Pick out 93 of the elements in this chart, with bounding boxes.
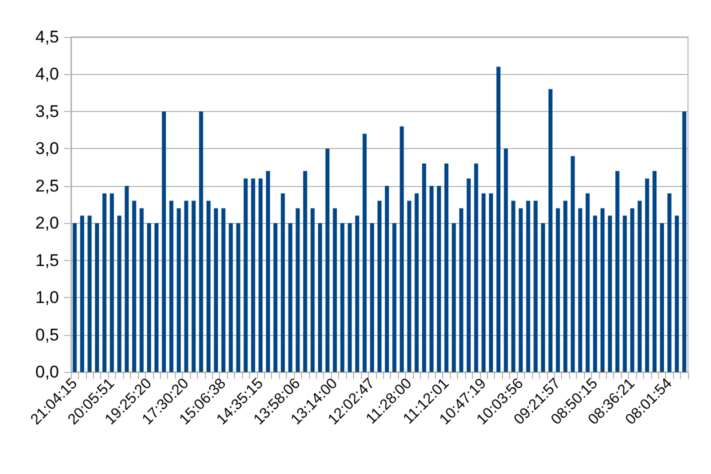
- bar: [444, 164, 448, 372]
- bar: [147, 223, 152, 372]
- bar: [221, 208, 226, 372]
- bar: [214, 208, 218, 372]
- bar: [422, 164, 426, 372]
- bar: [593, 216, 598, 372]
- bar: [392, 223, 396, 372]
- bar: [377, 200, 382, 372]
- y-tick-label: 0,5: [35, 325, 59, 344]
- bar: [534, 200, 538, 372]
- bar: [615, 171, 620, 372]
- bar: [459, 208, 464, 372]
- bar: [169, 200, 174, 372]
- bar: [518, 208, 523, 372]
- bar: [466, 178, 471, 372]
- bar: [348, 223, 352, 372]
- bar: [511, 200, 516, 372]
- bar: [496, 66, 500, 372]
- bar: [407, 200, 412, 372]
- bar: [570, 156, 575, 372]
- bar: [102, 193, 106, 372]
- bar: [266, 171, 270, 372]
- bar: [548, 89, 552, 372]
- bar: [489, 193, 494, 372]
- bar: [667, 193, 672, 372]
- y-tick-label: 0,0: [35, 362, 59, 382]
- bar: [310, 208, 315, 372]
- bar: [541, 223, 546, 372]
- y-tick-label: 1,5: [35, 250, 59, 270]
- bar: [273, 223, 278, 372]
- bar: [652, 171, 657, 372]
- bar: [400, 126, 404, 372]
- bar: [474, 164, 478, 372]
- bar: [88, 216, 92, 372]
- bar: [288, 223, 292, 372]
- bar: [362, 134, 367, 372]
- bar: [206, 200, 211, 372]
- bar: [608, 216, 612, 372]
- bar: [430, 186, 434, 372]
- bar: [244, 178, 248, 372]
- bar: [332, 208, 337, 372]
- bar: [578, 208, 582, 372]
- bar: [563, 200, 568, 372]
- bar: [176, 208, 181, 372]
- bar: [228, 223, 233, 372]
- bar: [258, 178, 263, 372]
- bar: [645, 178, 650, 372]
- bar: [132, 200, 136, 372]
- bar: [436, 186, 441, 372]
- bar: [556, 208, 560, 372]
- y-tick-label: 1,0: [35, 288, 59, 308]
- bar: [162, 111, 166, 372]
- bar: [414, 193, 419, 372]
- bar: [80, 216, 84, 372]
- y-tick-label: 3,0: [35, 139, 59, 158]
- bar: [674, 216, 679, 372]
- bar: [660, 223, 664, 372]
- bar: [184, 200, 188, 372]
- bar: [504, 148, 508, 372]
- bar: [251, 178, 256, 372]
- bar: [95, 223, 100, 372]
- bar: [124, 186, 129, 372]
- bar: [117, 216, 122, 372]
- bar: [199, 111, 204, 372]
- bar: [318, 223, 322, 372]
- bar: [622, 216, 627, 372]
- bar: [526, 200, 530, 372]
- bar: [340, 223, 344, 372]
- bar: [384, 186, 389, 372]
- bar: [452, 223, 456, 372]
- y-tick-label: 2,5: [35, 176, 59, 196]
- bar: [154, 223, 158, 372]
- bar: [280, 193, 285, 372]
- bar: [296, 208, 300, 372]
- bar: [325, 148, 330, 372]
- bar: [303, 171, 308, 372]
- bar: [110, 193, 114, 372]
- y-tick-label: 3,5: [35, 102, 59, 121]
- bar: [192, 200, 196, 372]
- bar: [586, 193, 590, 372]
- bar: [140, 208, 144, 372]
- bar: [638, 200, 642, 372]
- y-tick-label: 4,5: [35, 28, 59, 46]
- bar: [682, 111, 686, 372]
- bar: [370, 223, 374, 372]
- bar: [236, 223, 240, 372]
- bar: [600, 208, 605, 372]
- y-tick-label: 2,0: [35, 214, 59, 233]
- y-tick-label: 4,0: [35, 64, 59, 84]
- bar: [482, 193, 486, 372]
- bar: [630, 208, 634, 372]
- bar: [355, 216, 360, 372]
- bar: [72, 223, 77, 372]
